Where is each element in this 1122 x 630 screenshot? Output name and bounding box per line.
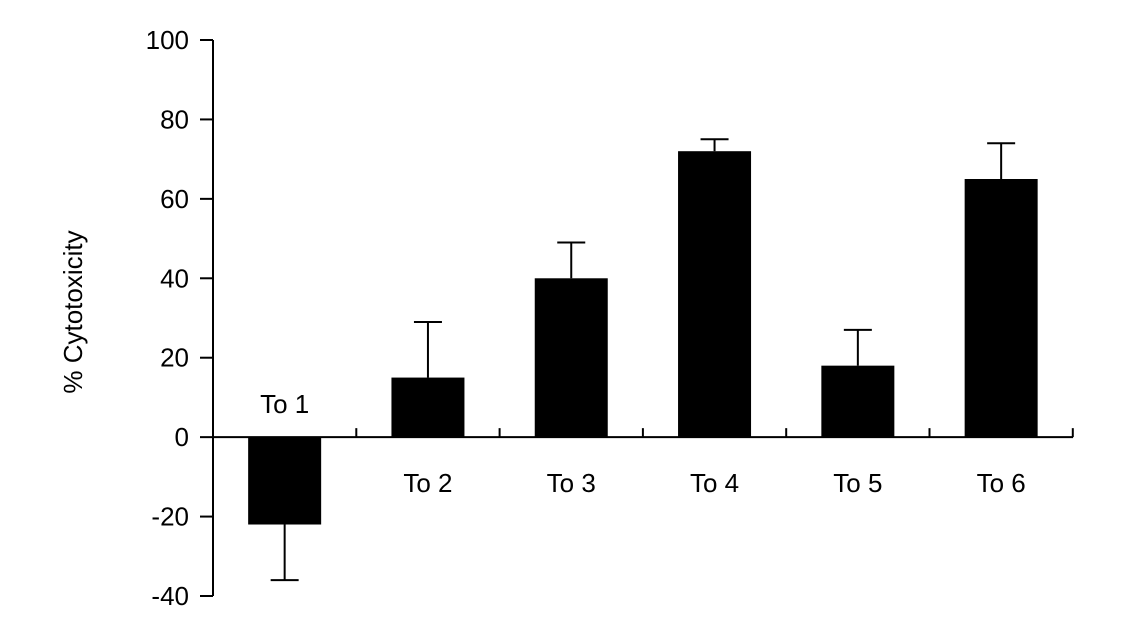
category-label: To 5 <box>833 468 882 498</box>
y-axis-title: % Cytotoxicity <box>58 230 88 393</box>
bar <box>821 365 895 438</box>
axes <box>212 40 1073 596</box>
y-tick-label: 60 <box>160 184 189 214</box>
error-bars <box>270 138 1016 582</box>
category-labels: To 1 To 2 To 3 To 4 To 5 To 6 <box>260 389 1026 498</box>
x-ticks <box>355 428 1074 438</box>
y-tick-label: -20 <box>151 502 189 532</box>
y-tick-label: -40 <box>151 581 189 611</box>
y-tick-label: 0 <box>175 422 189 452</box>
y-tick-label: 80 <box>160 104 189 134</box>
category-label: To 6 <box>977 468 1026 498</box>
bar <box>248 437 322 525</box>
y-tick-label: 20 <box>160 343 189 373</box>
category-label: To 3 <box>547 468 596 498</box>
y-tick-label: 40 <box>160 263 189 293</box>
bars <box>248 151 1038 525</box>
y-ticks: -40 -20 0 20 40 60 80 100 <box>146 25 213 611</box>
bar <box>391 377 465 438</box>
bar <box>964 179 1038 438</box>
category-label: To 4 <box>690 468 739 498</box>
y-tick-label: 100 <box>146 25 189 55</box>
category-label: To 1 <box>260 389 309 419</box>
category-label: To 2 <box>403 468 452 498</box>
bar <box>678 151 752 438</box>
bar <box>534 278 608 438</box>
